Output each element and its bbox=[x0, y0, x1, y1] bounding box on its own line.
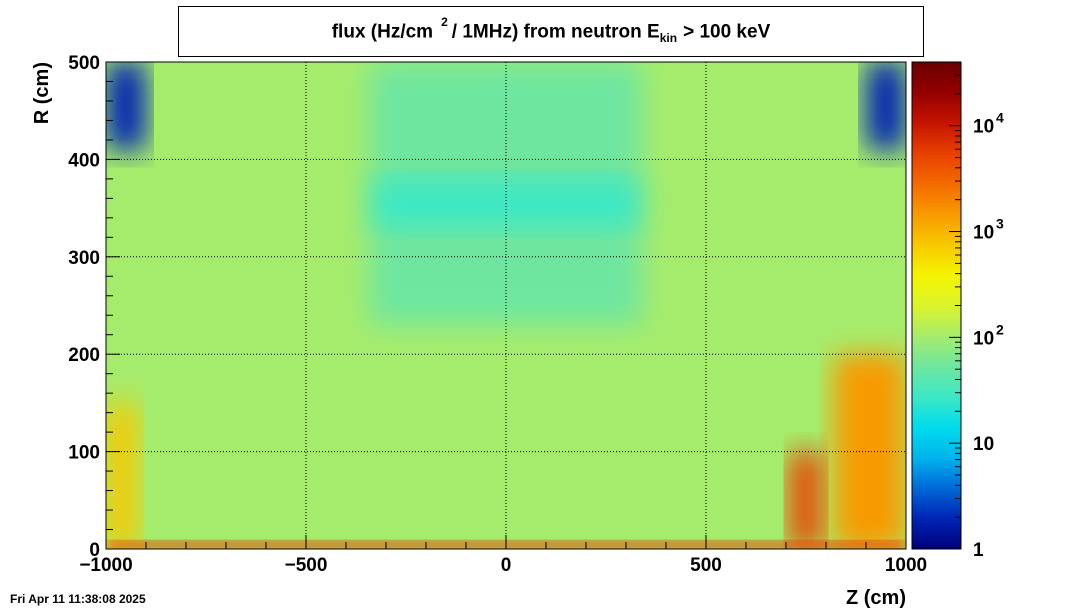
timestamp: Fri Apr 11 11:38:08 2025 bbox=[10, 592, 146, 606]
x-tick-label: 0 bbox=[501, 555, 512, 576]
colorbar bbox=[911, 61, 962, 550]
chart-title: flux (Hz/cm 2/ 1MHz) from neutron Ekin > 1… bbox=[179, 15, 923, 46]
x-tick-label: 1000 bbox=[885, 555, 927, 576]
title-middle: / 1MHz) from neutron E bbox=[451, 21, 660, 43]
axis-ticks bbox=[105, 61, 907, 550]
title-superscript: 2 bbox=[441, 15, 448, 29]
y-tick-labels: 0 100 200 300 400 500 bbox=[68, 53, 100, 561]
colorbar-label: 1 bbox=[973, 540, 984, 561]
y-tick-label: 200 bbox=[68, 345, 100, 366]
heatmap-region bbox=[106, 62, 146, 150]
x-axis-title: Z (cm) bbox=[846, 587, 906, 609]
y-tick-label: 300 bbox=[68, 248, 100, 269]
colorbar-label-exponent: 2 bbox=[996, 321, 1004, 337]
x-tick-label: −500 bbox=[285, 555, 328, 576]
title-subscript: kin bbox=[659, 31, 678, 46]
x-tick-label: −1000 bbox=[79, 555, 132, 576]
heatmap-region bbox=[866, 62, 906, 150]
colorbar-label: 10 bbox=[973, 223, 994, 244]
heatmap-region bbox=[790, 451, 822, 549]
title-suffix: > 100 keV bbox=[683, 21, 771, 43]
grid-lines bbox=[106, 62, 906, 549]
colorbar-label-exponent: 3 bbox=[996, 216, 1004, 232]
y-axis-title: R (cm) bbox=[31, 62, 53, 124]
x-tick-labels: −1000 −500 0 500 1000 bbox=[79, 555, 927, 576]
y-tick-label: 500 bbox=[68, 53, 100, 74]
y-tick-label: 0 bbox=[89, 540, 100, 561]
title-box: flux (Hz/cm 2/ 1MHz) from neutron Ekin > 1… bbox=[178, 6, 924, 57]
y-tick-label: 100 bbox=[68, 443, 100, 464]
x-tick-label: 500 bbox=[690, 555, 722, 576]
title-prefix: flux (Hz/cm bbox=[331, 21, 434, 43]
heatmap-region bbox=[834, 354, 906, 549]
colorbar-ticks bbox=[949, 61, 961, 550]
y-tick-label: 400 bbox=[68, 150, 100, 171]
colorbar-label: 10 bbox=[973, 328, 994, 349]
colorbar-label: 10 bbox=[973, 117, 994, 138]
colorbar-label-exponent: 4 bbox=[996, 110, 1004, 126]
heatmap-region bbox=[106, 402, 138, 549]
colorbar-label: 10 bbox=[973, 434, 994, 455]
